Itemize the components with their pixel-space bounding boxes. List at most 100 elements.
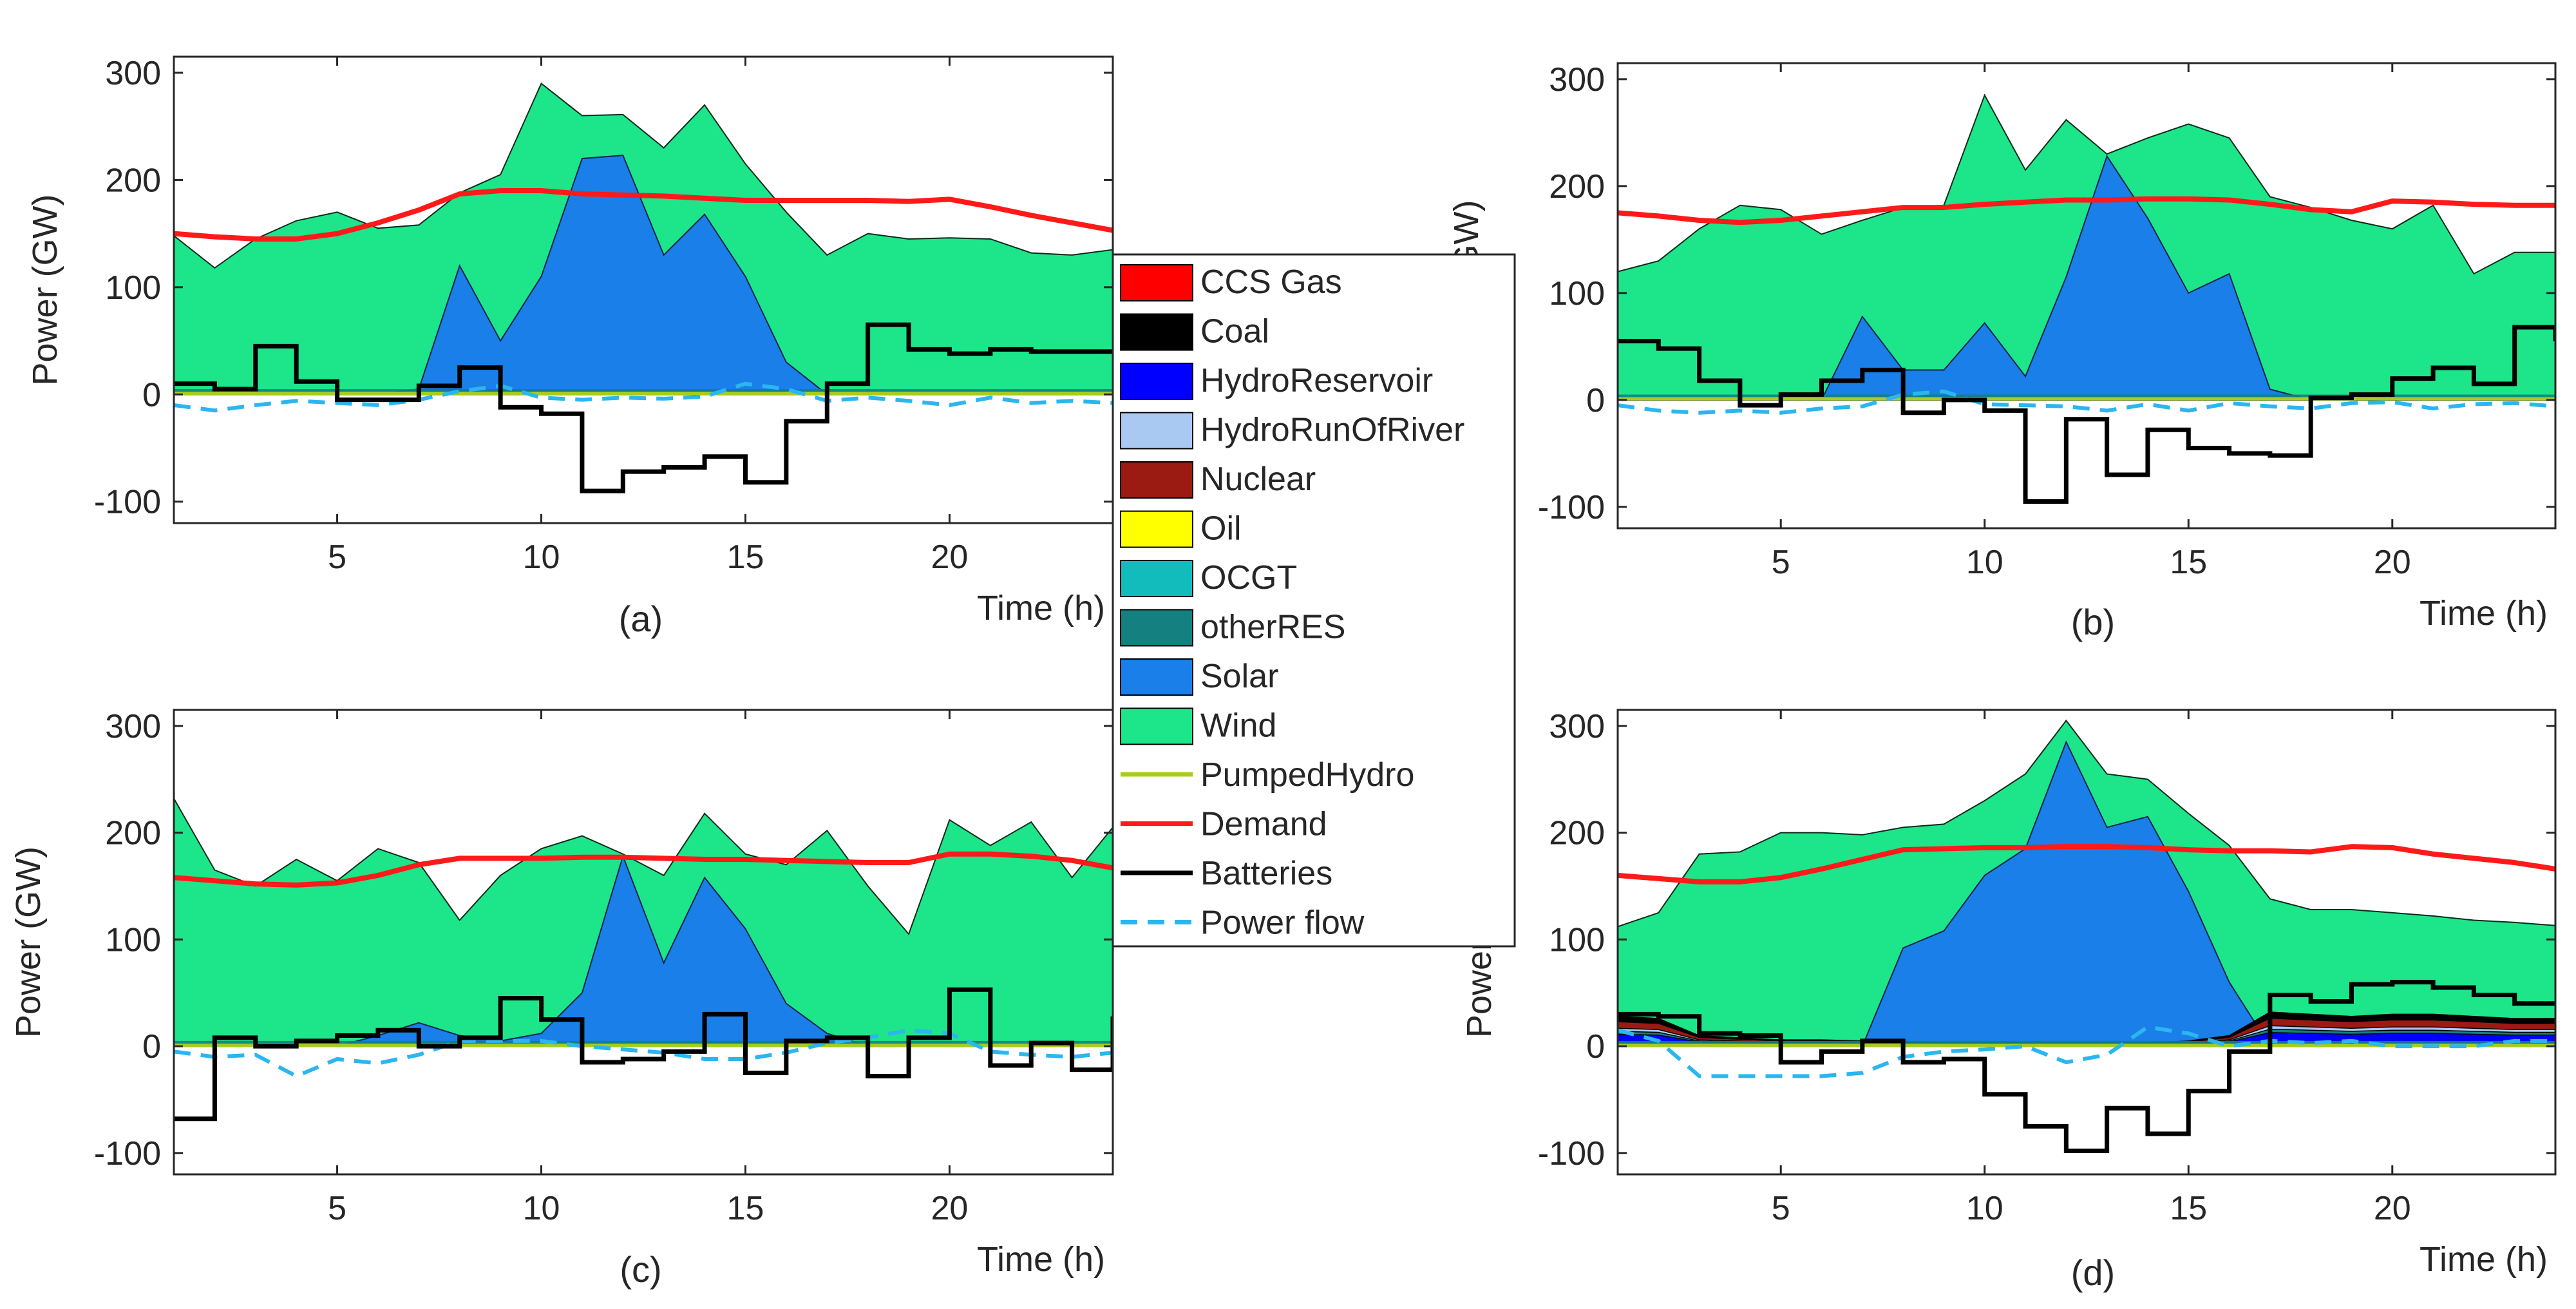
axes-box [1616,709,2557,1176]
y-tick-label: 300 [105,55,161,92]
x-axis-title: Time (h) [977,1240,1105,1279]
legend-item: OCGT [1120,559,1297,597]
demand-line [1618,196,2555,225]
y-tick-label: 300 [1549,61,1605,99]
y-tick-label: 0 [1586,382,1605,419]
power-flow-line [174,381,1113,413]
power-flow-line [1618,389,2555,415]
legend-label: Wind [1200,707,1276,745]
legend-swatch [1120,510,1193,548]
y-tick-label: 100 [1549,275,1605,312]
y-tick-label: 200 [1549,168,1605,205]
x-axis-title: Time (h) [977,589,1105,627]
legend-item: HydroRunOfRiver [1120,412,1464,450]
legend-swatch [1120,609,1193,647]
plot-area [174,82,1113,493]
y-tick-label: -100 [94,484,161,521]
y-tick-label: 100 [105,921,161,959]
power-flow-line [1618,1025,2555,1078]
x-tick-label: 5 [328,1190,346,1227]
batteries-line [1618,325,2555,504]
legend-swatch [1120,264,1193,301]
legend-item: HydroReservoir [1120,362,1433,400]
batteries-line [1618,980,2555,1154]
legend-label: Demand [1200,806,1327,843]
x-tick-label: 20 [931,1190,969,1227]
x-axis-title: Time (h) [2420,1240,2548,1279]
legend-item: CCS Gas [1120,263,1342,301]
legend-label: otherRES [1200,609,1345,646]
x-tick-label: 10 [1966,1190,2003,1227]
y-tick-label: 200 [1549,815,1605,852]
panel-label: (a) [619,598,663,639]
power-flow-line [174,1028,1113,1078]
legend-label: HydroRunOfRiver [1200,412,1464,449]
y-tick-label: 100 [105,269,161,307]
legend-label: Solar [1200,658,1278,695]
panel-label: (d) [2071,1252,2115,1293]
y-tick-label: -100 [94,1135,161,1172]
plot-area [1618,719,2555,1154]
x-tick-label: 5 [1772,544,1790,581]
y-tick-label: -100 [1538,1135,1605,1172]
legend-swatch [1120,313,1193,351]
x-tick-label: 5 [328,539,346,576]
batteries-line [174,987,1113,1122]
y-tick-label: 200 [105,162,161,199]
legend-label: Nuclear [1200,461,1316,498]
legend-label: Batteries [1200,855,1332,892]
plot-area [1618,93,2555,504]
axes-box [1616,62,2557,530]
panel-label: (b) [2071,602,2115,642]
batteries-line [174,322,1113,493]
legend-label: OCGT [1200,559,1297,597]
plot-area [174,797,1113,1122]
x-tick-label: 10 [523,1190,560,1227]
y-tick-label: 0 [1586,1028,1605,1065]
legend-label: Oil [1200,510,1242,548]
legend-swatch [1120,412,1193,450]
legend-swatch [1120,363,1193,400]
x-tick-label: 15 [727,1190,764,1227]
demand-line [1618,844,2555,884]
legend-item: Oil [1120,510,1242,548]
legend: CCS Gas Coal HydroReservoir HydroRunOfRiver… [1112,253,1516,948]
y-tick-label: -100 [1538,489,1605,526]
legend-label: Coal [1200,313,1269,350]
y-axis-title: Power (GW) [9,846,48,1038]
x-tick-label: 15 [2170,544,2207,581]
legend-swatch [1120,658,1193,696]
legend-item: Coal [1120,313,1269,351]
legend-item: Batteries [1121,855,1332,892]
y-tick-label: 0 [142,1028,161,1065]
y-tick-label: 300 [105,708,161,745]
x-tick-label: 15 [727,539,764,576]
x-tick-label: 20 [2374,544,2411,581]
y-tick-label: 300 [1549,708,1605,745]
y-tick-label: 0 [142,376,161,414]
x-tick-label: 10 [1966,544,2003,581]
x-tick-label: 15 [2170,1190,2207,1227]
legend-swatch [1120,707,1193,745]
x-axis-title: Time (h) [2420,594,2548,633]
legend-item: Demand [1121,806,1327,843]
legend-swatch [1120,560,1193,597]
legend-label: HydroReservoir [1200,362,1433,399]
legend-label: CCS Gas [1200,263,1342,301]
demand-line [174,188,1113,242]
x-tick-label: 10 [523,539,560,576]
legend-item: PumpedHydro [1121,756,1414,794]
legend-item: Power flow [1121,904,1365,942]
demand-line [174,851,1113,888]
legend-item: otherRES [1120,609,1345,647]
legend-label: PumpedHydro [1200,756,1414,794]
x-tick-label: 20 [931,539,969,576]
y-axis-title: Power (GW) [26,195,64,386]
y-tick-label: 200 [105,815,161,852]
